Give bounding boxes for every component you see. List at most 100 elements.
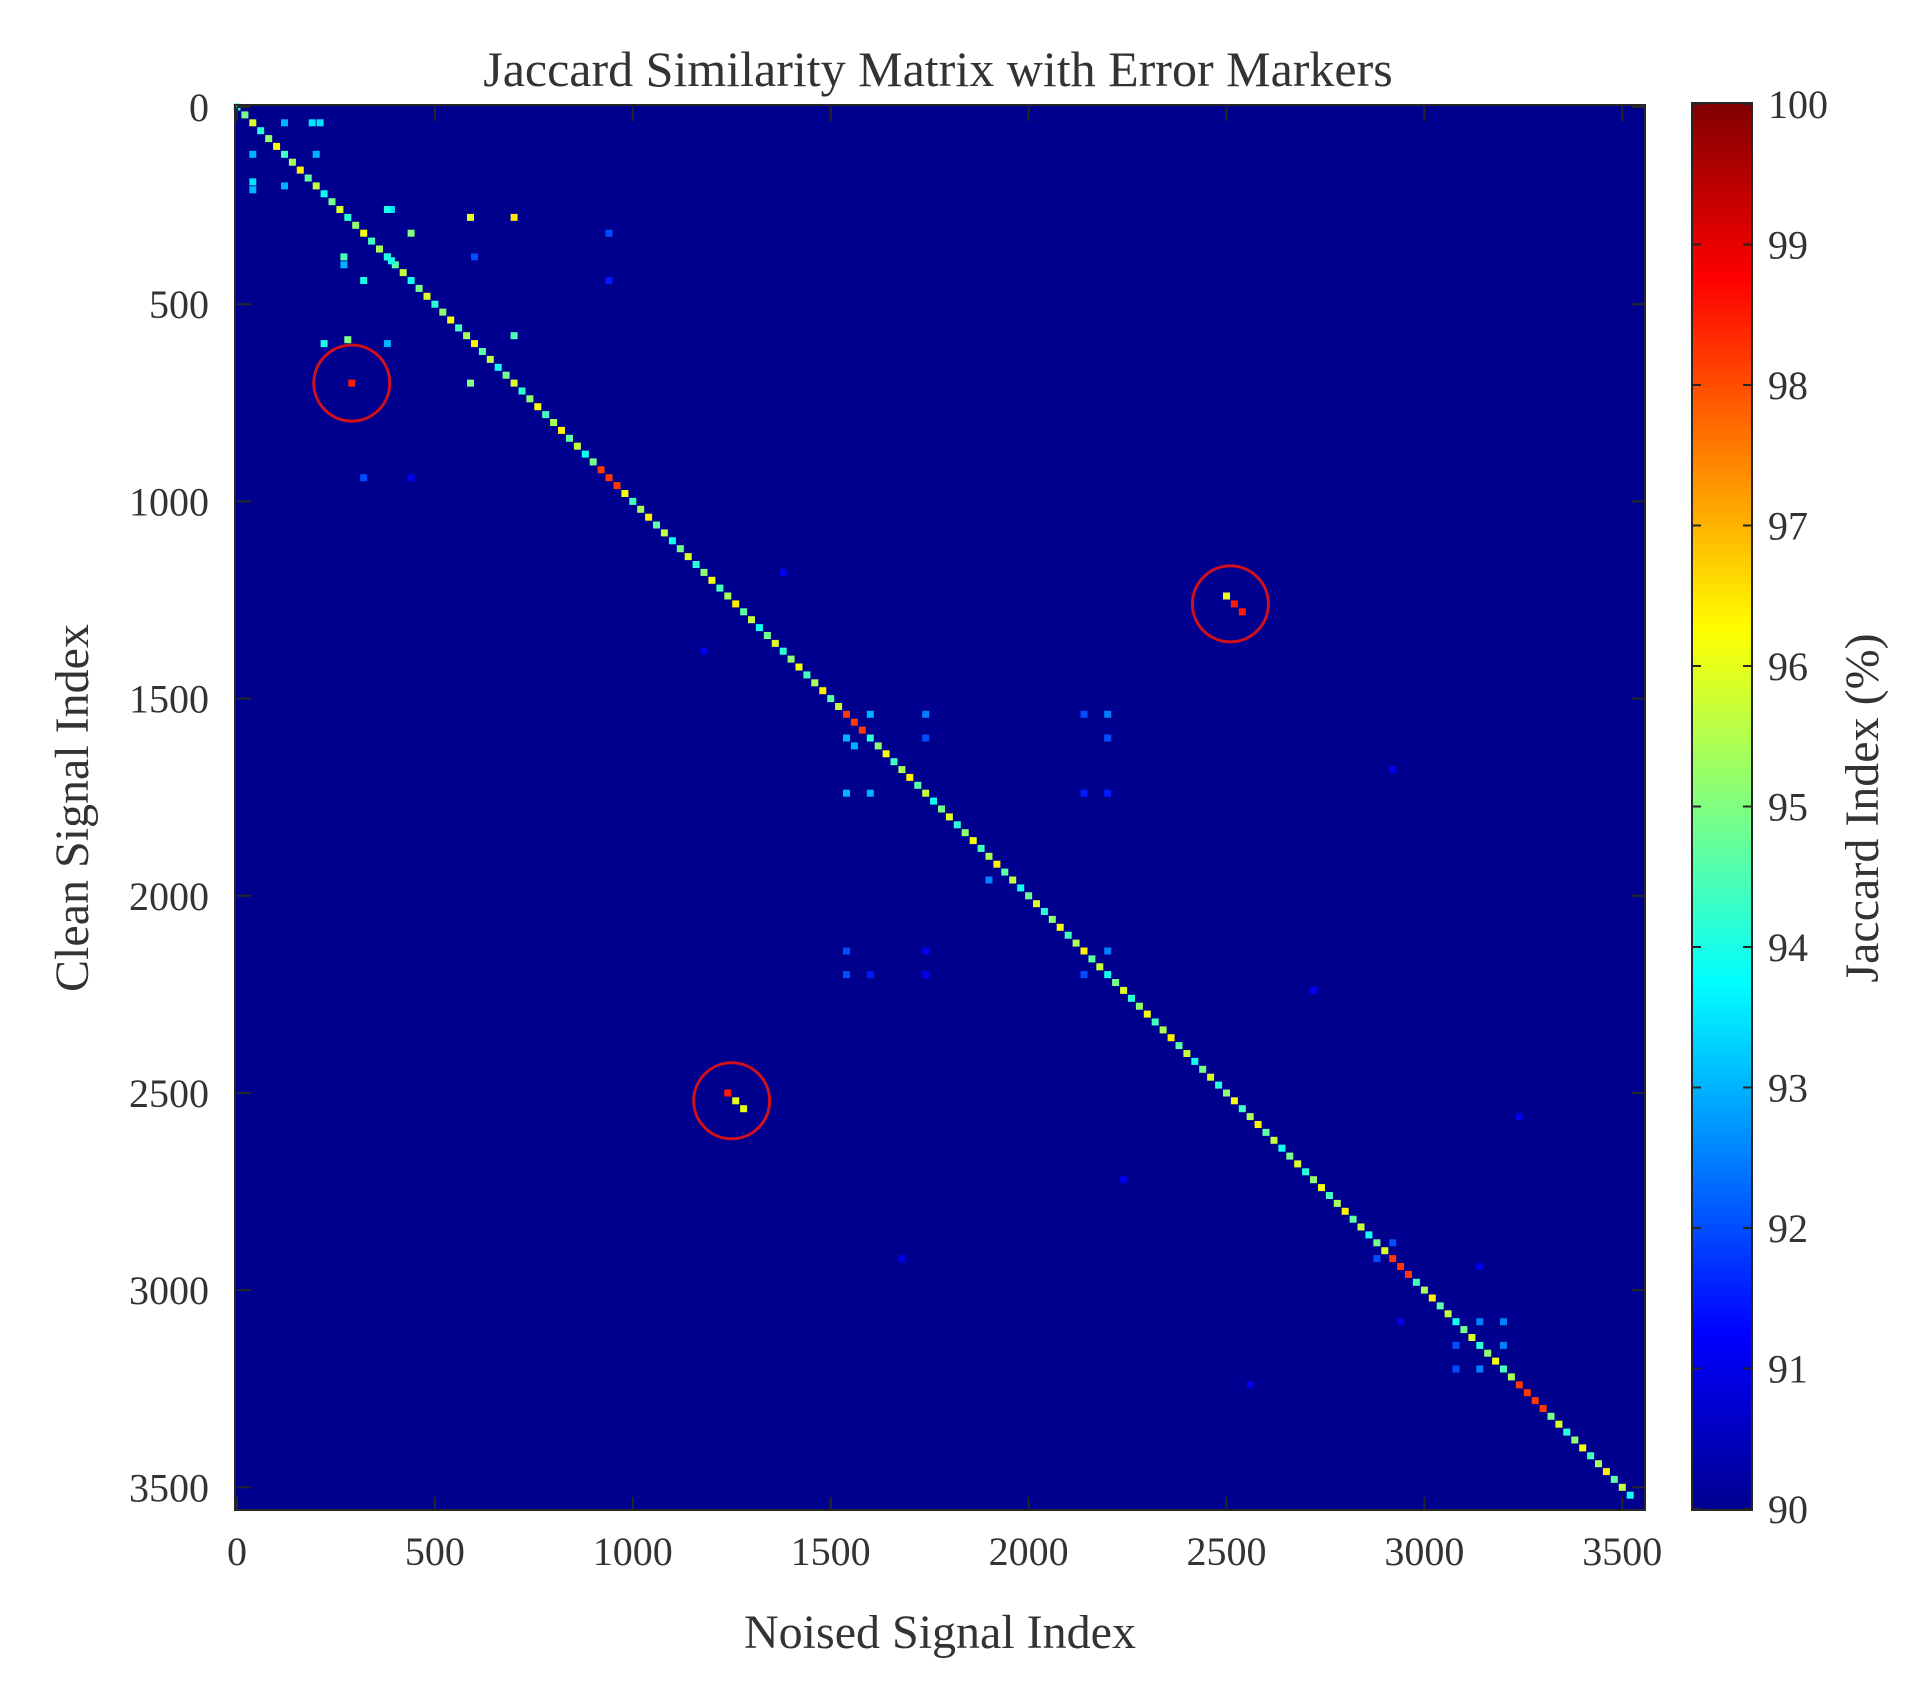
heatmap-cell bbox=[1397, 1263, 1405, 1270]
heatmap-cell bbox=[1072, 939, 1080, 947]
y-tick-label: 1000 bbox=[129, 479, 209, 524]
heatmap-cell bbox=[1428, 1294, 1436, 1302]
heatmap-cell bbox=[407, 277, 415, 284]
heatmap-cell bbox=[249, 150, 257, 158]
heatmap-cell bbox=[977, 844, 985, 852]
heatmap-cell bbox=[795, 663, 803, 671]
heatmap-cell bbox=[320, 190, 328, 198]
heatmap-cell bbox=[467, 379, 474, 387]
heatmap-cell bbox=[1104, 947, 1112, 955]
heatmap-cell bbox=[368, 237, 376, 245]
heatmap-cell bbox=[621, 490, 629, 497]
heatmap-cell bbox=[890, 758, 898, 766]
heatmap-cell bbox=[344, 213, 352, 221]
heatmap-cell bbox=[478, 348, 486, 355]
error-marker-circle bbox=[312, 343, 392, 423]
heatmap-cell bbox=[961, 829, 969, 837]
heatmap-cell bbox=[1468, 1334, 1476, 1341]
chart-title: Jaccard Similarity Matrix with Error Mar… bbox=[483, 41, 1392, 97]
heatmap-cell bbox=[471, 253, 478, 261]
heatmap-cell bbox=[1262, 1128, 1270, 1136]
heatmap-cell bbox=[1167, 1034, 1175, 1042]
heatmap-cell bbox=[613, 482, 621, 490]
heatmap-cell bbox=[320, 340, 328, 348]
heatmap-cell bbox=[316, 119, 324, 127]
heatmap-cell bbox=[866, 734, 874, 742]
heatmap-cell bbox=[281, 182, 288, 190]
heatmap-cell bbox=[1223, 592, 1230, 600]
heatmap-cell bbox=[455, 324, 463, 332]
heatmap-cell bbox=[407, 229, 415, 237]
heatmap-cell bbox=[510, 332, 518, 340]
heatmap-cell bbox=[874, 742, 882, 750]
heatmap-cell bbox=[922, 971, 930, 979]
heatmap-cell bbox=[922, 947, 930, 955]
heatmap-cell bbox=[518, 387, 526, 395]
x-tick-label: 500 bbox=[405, 1529, 465, 1574]
heatmap-cell bbox=[312, 150, 320, 158]
colorbar-tick-label: 90 bbox=[1768, 1487, 1808, 1532]
heatmap-cell bbox=[1325, 1192, 1333, 1199]
heatmap-cell bbox=[1040, 908, 1048, 915]
heatmap-cell bbox=[1080, 789, 1088, 797]
colorbar-tick-label: 92 bbox=[1768, 1206, 1808, 1251]
y-axis-label: Clean Signal Index bbox=[46, 624, 99, 992]
heatmap-cell bbox=[558, 426, 565, 434]
heatmap-cell bbox=[296, 166, 304, 174]
heatmap-cell bbox=[1112, 979, 1120, 986]
heatmap-cell bbox=[1238, 608, 1246, 616]
heatmap-cell bbox=[550, 419, 558, 426]
heatmap-cell bbox=[1476, 1318, 1484, 1326]
heatmap-cell bbox=[1104, 971, 1112, 979]
heatmap-cell bbox=[1365, 1231, 1373, 1239]
heatmap-cell bbox=[1515, 1381, 1523, 1389]
heatmap-cell bbox=[716, 584, 724, 592]
heatmap-cell bbox=[605, 229, 613, 237]
heatmap-cell bbox=[1064, 931, 1072, 939]
error-marker-circle bbox=[1190, 564, 1270, 644]
heatmap-cell bbox=[1507, 1373, 1515, 1381]
heatmap-cell bbox=[819, 687, 827, 695]
colorbar-tick-label: 93 bbox=[1768, 1066, 1808, 1111]
y-tick-label: 2500 bbox=[129, 1071, 209, 1116]
y-tick-label: 1500 bbox=[129, 677, 209, 722]
x-tick-label: 2500 bbox=[1186, 1529, 1266, 1574]
heatmap-cell bbox=[502, 371, 510, 379]
heatmap-cell bbox=[486, 355, 494, 363]
heatmap-cell bbox=[494, 363, 502, 371]
heatmap-cell bbox=[340, 261, 348, 269]
heatmap-cell bbox=[1373, 1255, 1381, 1263]
heatmap-cell bbox=[1286, 1152, 1294, 1160]
heatmap-cell bbox=[265, 135, 273, 143]
heatmap-cell bbox=[360, 277, 368, 284]
heatmap-cell bbox=[930, 797, 938, 805]
heatmap-cell bbox=[471, 340, 478, 348]
heatmap-cell bbox=[1230, 600, 1238, 608]
heatmap-cell bbox=[1135, 1002, 1143, 1010]
heatmap-cell bbox=[1207, 1073, 1215, 1081]
x-tick-label: 1500 bbox=[791, 1529, 871, 1574]
heatmap-cell bbox=[1310, 986, 1317, 994]
heatmap-cell bbox=[1056, 923, 1064, 931]
y-tick-label: 3000 bbox=[129, 1268, 209, 1313]
heatmap-cell bbox=[1492, 1357, 1500, 1365]
heatmap-cell bbox=[898, 766, 906, 774]
colorbar bbox=[1691, 102, 1753, 1511]
heatmap-cell bbox=[732, 600, 740, 608]
heatmap-cell bbox=[985, 876, 993, 884]
heatmap-cell bbox=[676, 545, 684, 553]
heatmap-cell bbox=[510, 379, 518, 387]
heatmap-cell bbox=[542, 411, 550, 419]
heatmap-cell bbox=[1539, 1405, 1547, 1412]
colorbar-tick-label: 97 bbox=[1768, 504, 1808, 549]
heatmap-cell bbox=[1484, 1349, 1492, 1357]
heatmap-cell bbox=[597, 466, 605, 474]
heatmap-cell bbox=[843, 734, 850, 742]
heatmap-cell bbox=[249, 186, 257, 194]
heatmap-cell bbox=[1088, 955, 1096, 963]
heatmap-cell bbox=[1017, 884, 1025, 892]
heatmap-cell bbox=[431, 300, 439, 308]
heatmap-cell bbox=[1610, 1475, 1618, 1483]
y-tick-label: 500 bbox=[149, 282, 209, 327]
heatmap-cell bbox=[1412, 1278, 1420, 1286]
